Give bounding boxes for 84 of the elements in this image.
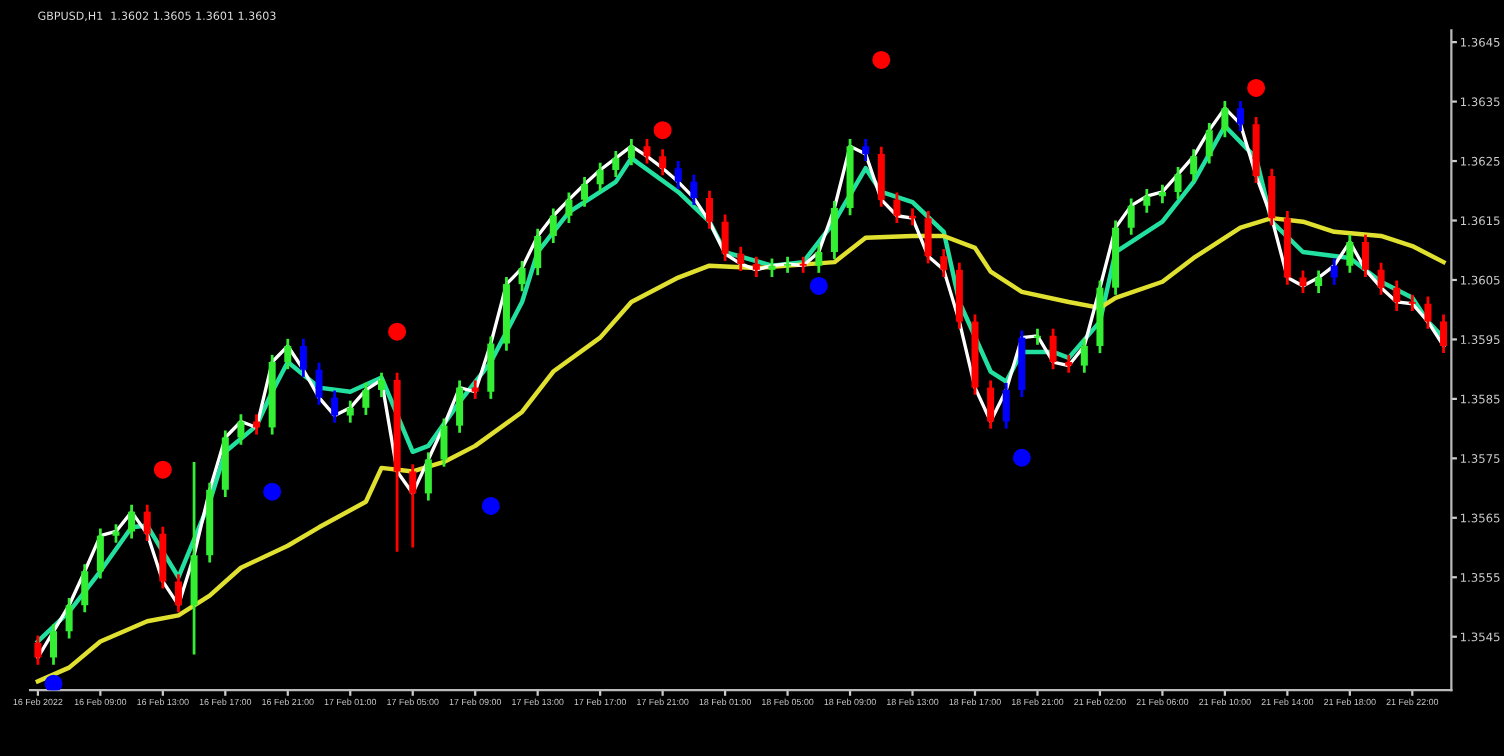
- point: [44, 674, 63, 691]
- point: [1012, 448, 1031, 467]
- candlestick: [284, 337, 292, 371]
- candlestick: [830, 199, 838, 261]
- candlestick: [128, 503, 136, 540]
- candlestick: [456, 379, 464, 435]
- candlestick: [1080, 337, 1088, 375]
- candlestick: [1158, 183, 1166, 205]
- candlestick: [1033, 327, 1041, 347]
- candlestick: [1299, 269, 1307, 295]
- candlestick: [549, 207, 557, 245]
- candlestick: [1361, 233, 1369, 279]
- candlestick: [581, 175, 589, 209]
- candlestick: [862, 137, 870, 163]
- candlestick: [362, 381, 370, 417]
- candlestick: [65, 596, 73, 640]
- candlestick: [643, 137, 651, 165]
- candlestick: [1221, 99, 1229, 139]
- candlestick: [1424, 295, 1432, 331]
- point: [809, 276, 828, 295]
- candlestick: [768, 257, 776, 279]
- candlestick: [705, 189, 713, 231]
- candlestick: [1408, 293, 1416, 313]
- candlestick: [377, 371, 386, 399]
- candlestick: [627, 137, 635, 167]
- candlestick: [534, 227, 542, 277]
- point: [263, 482, 282, 501]
- point: [481, 496, 500, 515]
- candlestick: [440, 417, 448, 469]
- candlestick: [737, 245, 745, 273]
- candlestick: [1205, 121, 1213, 165]
- candlestick: [49, 622, 58, 667]
- candlestick: [409, 462, 417, 549]
- candlestick: [315, 361, 323, 407]
- candlestick: [112, 522, 120, 545]
- candlestick: [612, 149, 620, 179]
- point: [153, 460, 172, 479]
- candlestick: [299, 337, 307, 379]
- candlestick: [34, 634, 42, 667]
- candlestick: [1002, 381, 1010, 430]
- candlestick: [893, 191, 901, 225]
- candlestick: [1237, 99, 1245, 133]
- candlestick: [1127, 197, 1135, 237]
- point: [872, 50, 891, 69]
- candlestick: [674, 159, 682, 191]
- candlestick: [237, 412, 245, 447]
- candlestick: [1049, 327, 1057, 371]
- candlestick: [1440, 313, 1448, 355]
- candlestick: [659, 147, 667, 177]
- candlestick: [1377, 261, 1385, 297]
- candlestick: [987, 379, 995, 430]
- candlestick: [174, 572, 182, 614]
- candlestick: [924, 209, 932, 265]
- candlestick: [424, 451, 432, 502]
- candlestick: [331, 389, 339, 425]
- candlestick: [940, 247, 948, 279]
- candlestick: [96, 527, 104, 580]
- candlestick: [1190, 147, 1198, 183]
- candlestick: [143, 503, 151, 543]
- candlestick: [1174, 165, 1182, 201]
- candlestick: [471, 379, 479, 401]
- candlestick: [877, 145, 885, 209]
- candlestick: [784, 255, 792, 275]
- candlestick: [1315, 269, 1323, 295]
- candlestick: [596, 161, 604, 193]
- candlestick: [518, 259, 526, 293]
- point: [1247, 78, 1266, 97]
- candlestick: [565, 191, 573, 225]
- point: [388, 322, 407, 341]
- candlestick: [1393, 279, 1401, 313]
- candlestick: [1346, 233, 1354, 275]
- candlestick: [1330, 257, 1338, 287]
- candlestick: [346, 399, 354, 425]
- candlestick: [1143, 187, 1151, 215]
- point: [653, 121, 672, 140]
- candlestick: [1268, 167, 1276, 227]
- candlestick: [815, 243, 823, 275]
- candlestick: [799, 255, 807, 275]
- candlestick: [690, 173, 698, 207]
- candlestick: [721, 213, 729, 263]
- candlestick: [159, 525, 167, 590]
- candlestick: [253, 412, 261, 436]
- candlestick: [81, 562, 89, 614]
- candlestick: [752, 255, 760, 279]
